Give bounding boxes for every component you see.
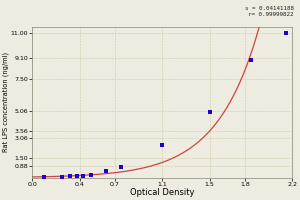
Text: s = 0.04141188
r= 0.99999822: s = 0.04141188 r= 0.99999822 xyxy=(245,6,294,17)
Point xyxy=(207,110,212,114)
Y-axis label: Rat LPS concentration (ng/ml): Rat LPS concentration (ng/ml) xyxy=(3,52,9,152)
Point xyxy=(103,170,108,173)
Point xyxy=(75,175,80,178)
Point xyxy=(42,175,46,178)
Point xyxy=(81,174,85,178)
Point xyxy=(59,175,64,178)
Point xyxy=(160,143,165,146)
Point xyxy=(68,175,73,178)
Point xyxy=(118,166,123,169)
X-axis label: Optical Density: Optical Density xyxy=(130,188,194,197)
Point xyxy=(248,58,253,61)
Point xyxy=(89,173,94,177)
Point xyxy=(284,32,289,35)
